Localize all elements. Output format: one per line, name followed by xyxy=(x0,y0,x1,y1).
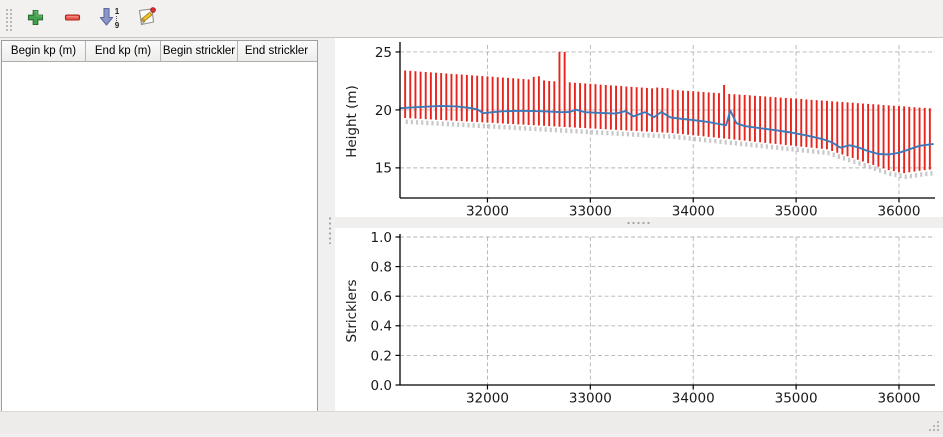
svg-text:0.2: 0.2 xyxy=(371,348,392,364)
plus-icon xyxy=(27,9,44,29)
edit-pencil-icon xyxy=(135,6,157,31)
svg-text:34000: 34000 xyxy=(672,391,715,407)
sort-ascending-button[interactable]: 1 9 xyxy=(95,4,123,34)
edit-button[interactable] xyxy=(132,4,160,34)
svg-text:15: 15 xyxy=(375,161,392,177)
svg-text:1.0: 1.0 xyxy=(371,230,392,246)
svg-text:34000: 34000 xyxy=(672,204,715,217)
column-header-end-strickler[interactable]: End strickler xyxy=(244,45,309,57)
table-header-row: Begin kp (m) End kp (m) Begin strickler … xyxy=(2,41,317,62)
sort-digit-top: 1 xyxy=(114,7,120,16)
sort-numeric-ascending-icon xyxy=(99,7,114,30)
sort-digits: 1 9 xyxy=(114,7,120,30)
column-header-begin-strickler[interactable]: Begin strickler xyxy=(161,41,238,61)
svg-text:Height (m): Height (m) xyxy=(344,85,360,158)
stricklers-chart: 32000 33000 34000 35000 36000 0.0 0.2 0.4 0.6 0.8… xyxy=(344,230,935,407)
svg-text:33000: 33000 xyxy=(569,204,612,217)
add-row-button[interactable] xyxy=(21,4,49,34)
svg-text:33000: 33000 xyxy=(569,391,612,407)
svg-text:32000: 32000 xyxy=(466,204,509,217)
svg-text:0.6: 0.6 xyxy=(371,289,392,305)
resize-grip[interactable] xyxy=(928,419,940,432)
svg-text:32000: 32000 xyxy=(466,391,509,407)
svg-text:0.4: 0.4 xyxy=(371,319,392,335)
svg-text:36000: 36000 xyxy=(878,204,921,217)
splitter-grip-dots xyxy=(328,216,332,244)
table-body-empty[interactable] xyxy=(2,62,317,411)
svg-text:25: 25 xyxy=(375,45,392,61)
svg-text:0.8: 0.8 xyxy=(371,259,392,275)
remove-row-button[interactable] xyxy=(58,4,86,34)
svg-text:Stricklers: Stricklers xyxy=(344,279,360,342)
chart-splitter-grip-dots xyxy=(626,220,652,225)
svg-text:35000: 35000 xyxy=(775,204,818,217)
toolbar-drag-handle[interactable] xyxy=(4,6,12,31)
height-chart: 32000 33000 34000 35000 36000 15 20 25 Height (m… xyxy=(344,42,935,217)
stricklers-table: Begin kp (m) End kp (m) Begin strickler … xyxy=(1,40,318,412)
svg-text:20: 20 xyxy=(375,103,392,119)
toolbar: 1 9 xyxy=(0,0,943,38)
sort-digit-bottom: 9 xyxy=(114,21,120,30)
svg-text:35000: 35000 xyxy=(775,391,818,407)
minus-icon xyxy=(64,9,81,29)
svg-text:36000: 36000 xyxy=(878,391,921,407)
svg-text:0.0: 0.0 xyxy=(371,378,392,394)
column-header-end-kp[interactable]: End kp (m) xyxy=(86,41,161,61)
charts-panel: 32000 33000 34000 35000 36000 15 20 25 Height (m… xyxy=(335,38,943,412)
panel-splitter[interactable] xyxy=(317,40,335,412)
column-header-begin-kp[interactable]: Begin kp (m) xyxy=(2,41,86,61)
chart-splitter[interactable] xyxy=(335,217,943,228)
status-bar xyxy=(0,411,943,434)
